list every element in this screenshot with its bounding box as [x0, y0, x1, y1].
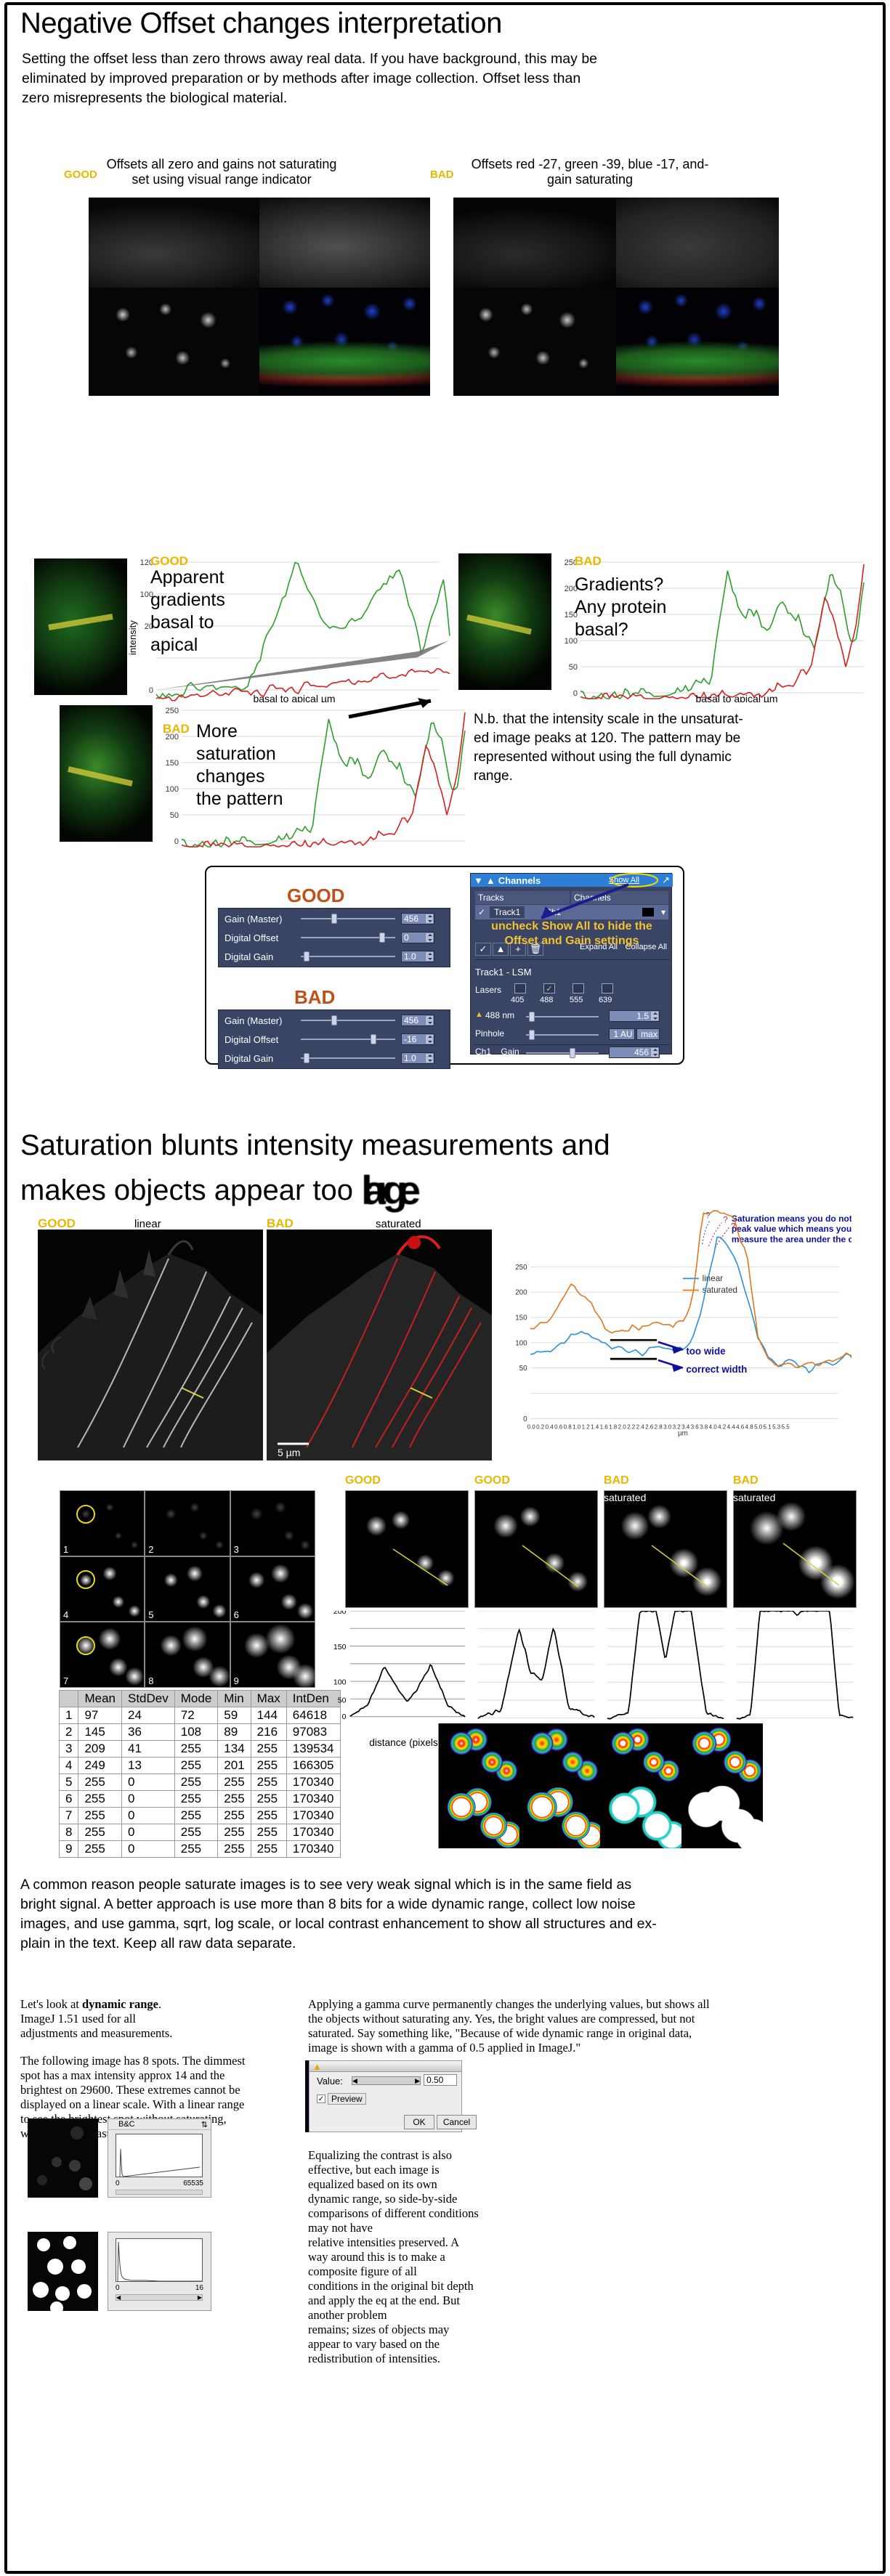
- svg-text:0.6: 0.6: [554, 1424, 563, 1431]
- svg-text:250: 250: [515, 1264, 527, 1272]
- svg-text:100: 100: [515, 1339, 527, 1347]
- svg-text:0.2: 0.2: [536, 1424, 545, 1431]
- svg-text:150: 150: [166, 759, 179, 768]
- svg-text:3.0: 3.0: [663, 1424, 672, 1431]
- svg-text:2.2: 2.2: [627, 1424, 636, 1431]
- svg-text:?: ?: [723, 1216, 728, 1225]
- svg-text:Saturation means you do not kn: Saturation means you do not know the: [732, 1214, 851, 1224]
- svg-text:50: 50: [569, 663, 578, 672]
- svg-text:correct width: correct width: [686, 1364, 747, 1375]
- svg-text:5.1: 5.1: [764, 1424, 772, 1431]
- svg-text:intensity: intensity: [127, 620, 138, 655]
- svg-text:linear: linear: [703, 1274, 723, 1283]
- svg-text:µm: µm: [678, 1429, 688, 1437]
- svg-text:50: 50: [170, 811, 179, 820]
- svg-text:100: 100: [333, 1678, 347, 1686]
- svg-text:saturated: saturated: [703, 1285, 737, 1295]
- svg-text:1.6: 1.6: [600, 1424, 609, 1431]
- svg-text:0: 0: [149, 686, 153, 695]
- svg-text:2.6: 2.6: [645, 1424, 654, 1431]
- svg-text:200: 200: [515, 1289, 527, 1297]
- svg-text:1.2: 1.2: [582, 1424, 591, 1431]
- svg-text:0.0: 0.0: [527, 1424, 536, 1431]
- svg-text:150: 150: [333, 1643, 347, 1651]
- svg-text:0.8: 0.8: [564, 1424, 573, 1431]
- svg-text:5.5: 5.5: [782, 1424, 790, 1431]
- svg-text:4.4: 4.4: [727, 1424, 736, 1431]
- svg-text:5.0: 5.0: [754, 1424, 763, 1431]
- svg-text:too wide: too wide: [686, 1346, 725, 1357]
- svg-text:2.0: 2.0: [618, 1424, 627, 1431]
- svg-text:0: 0: [523, 1415, 527, 1423]
- svg-text:50: 50: [338, 1697, 347, 1705]
- svg-text:distance (pixels): distance (pixels): [369, 1737, 441, 1748]
- svg-text:basal to apical µm: basal to apical µm: [695, 693, 777, 702]
- svg-text:3.8: 3.8: [700, 1424, 708, 1431]
- svg-text:1.4: 1.4: [591, 1424, 599, 1431]
- svg-text:150: 150: [515, 1315, 527, 1322]
- svg-text:0.4: 0.4: [546, 1424, 554, 1431]
- svg-text:3.6: 3.6: [691, 1424, 700, 1431]
- svg-text:1.8: 1.8: [609, 1424, 618, 1431]
- svg-text:4.6: 4.6: [736, 1424, 745, 1431]
- svg-text:4.2: 4.2: [718, 1424, 727, 1431]
- svg-text:5 µm: 5 µm: [278, 1447, 300, 1458]
- svg-text:100: 100: [166, 785, 179, 794]
- svg-text:1.0: 1.0: [573, 1424, 581, 1431]
- svg-text:0: 0: [174, 837, 179, 846]
- svg-text:5.3: 5.3: [772, 1424, 781, 1431]
- svg-text:measure the area under the cur: measure the area under the curve.: [732, 1234, 851, 1244]
- svg-text:0: 0: [342, 1712, 347, 1721]
- svg-text:2.4: 2.4: [636, 1424, 645, 1431]
- svg-text:250: 250: [166, 707, 179, 715]
- svg-text:50: 50: [519, 1365, 527, 1373]
- svg-text:200: 200: [333, 1611, 347, 1616]
- svg-text:peak value which means you can: peak value which means you cannot: [732, 1224, 851, 1234]
- svg-text:4.0: 4.0: [709, 1424, 718, 1431]
- svg-text:4.8: 4.8: [745, 1424, 754, 1431]
- svg-text:2.8: 2.8: [655, 1424, 663, 1431]
- svg-text:?: ?: [705, 1211, 711, 1220]
- svg-text:0: 0: [573, 689, 578, 698]
